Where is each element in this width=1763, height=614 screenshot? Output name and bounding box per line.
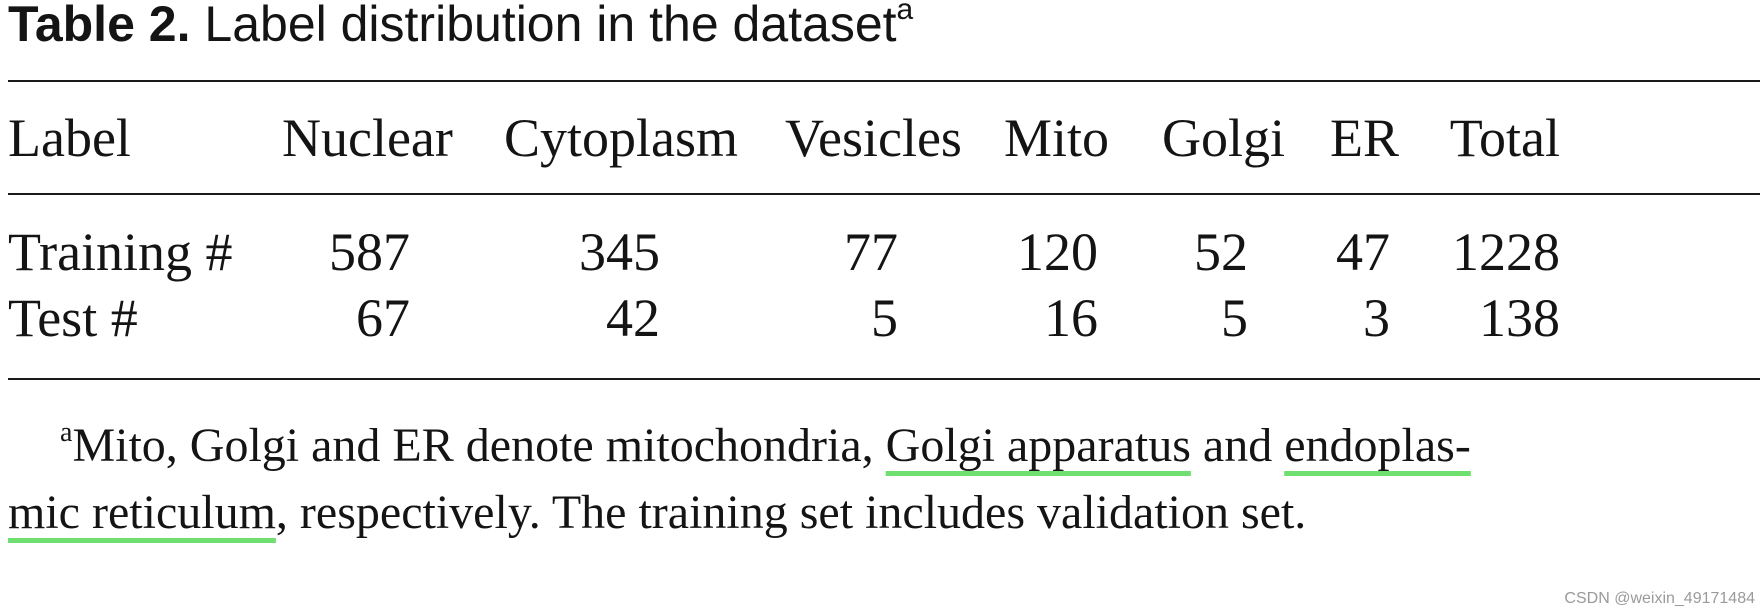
footnote-marker: a — [60, 417, 73, 448]
watermark: CSDN @weixin_49171484 — [1564, 590, 1755, 607]
table-header-rule — [8, 193, 1760, 195]
highlighted-term-endoplasmic-part1: endoplas- — [1284, 419, 1471, 472]
row-test-total: 138 — [1479, 288, 1560, 348]
row-training-mito: 120 — [1017, 222, 1098, 282]
highlighted-term-endoplasmic-part2: mic reticulum — [8, 486, 276, 539]
row-training-er: 47 — [1336, 222, 1390, 282]
row-training-vesicles: 77 — [844, 222, 898, 282]
row-training-nuclear: 587 — [329, 222, 410, 282]
row-test-vesicles: 5 — [871, 288, 898, 348]
footnote-line-1: aMito, Golgi and ER denote mitochondria,… — [60, 416, 1471, 483]
table-top-rule — [8, 80, 1760, 82]
footnote-text-3: , respectively. The training set include… — [275, 486, 1307, 539]
caption-title: Label distribution in the dataset — [204, 0, 897, 52]
footnote-line-2: mic reticulum, respectively. The trainin… — [8, 483, 1306, 543]
footnote-text-2: and — [1190, 419, 1285, 472]
table-bottom-rule — [8, 378, 1760, 380]
row-test-er: 3 — [1363, 288, 1390, 348]
caption-number: Table 2. — [8, 0, 191, 52]
row-training-label: Training # — [8, 222, 233, 282]
row-test-nuclear: 67 — [356, 288, 410, 348]
row-training-cytoplasm: 345 — [579, 222, 660, 282]
highlighted-term-golgi-apparatus: Golgi apparatus — [885, 419, 1191, 472]
table-caption: Table 2. Label distribution in the datas… — [8, 0, 913, 62]
row-training-golgi: 52 — [1194, 222, 1248, 282]
header-vesicles: Vesicles — [785, 108, 962, 168]
caption-footnote-marker: a — [896, 0, 914, 26]
row-test-golgi: 5 — [1221, 288, 1248, 348]
row-test-mito: 16 — [1044, 288, 1098, 348]
footnote-text-1: Mito, Golgi and ER denote mitochondria, — [72, 419, 886, 472]
row-test-label: Test # — [8, 288, 138, 348]
header-total: Total — [1449, 108, 1560, 168]
row-training-total: 1228 — [1452, 222, 1560, 282]
header-nuclear: Nuclear — [282, 108, 453, 168]
row-test-cytoplasm: 42 — [606, 288, 660, 348]
header-er: ER — [1330, 108, 1400, 168]
header-mito: Mito — [1004, 108, 1110, 168]
header-cytoplasm: Cytoplasm — [504, 108, 739, 168]
header-golgi: Golgi — [1162, 108, 1286, 168]
header-label: Label — [8, 108, 131, 168]
